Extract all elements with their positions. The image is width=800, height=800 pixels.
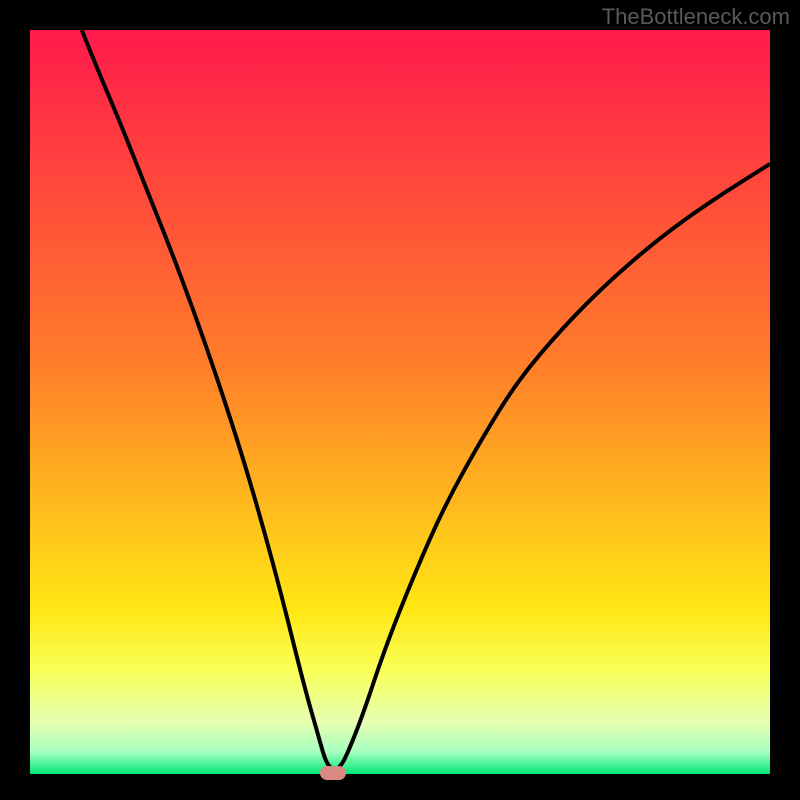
plot-area <box>30 30 770 774</box>
curve-svg <box>30 30 770 774</box>
curve-path <box>82 30 770 769</box>
watermark-text: TheBottleneck.com <box>602 4 790 30</box>
chart-container: TheBottleneck.com <box>0 0 800 800</box>
minimum-marker <box>320 766 346 780</box>
